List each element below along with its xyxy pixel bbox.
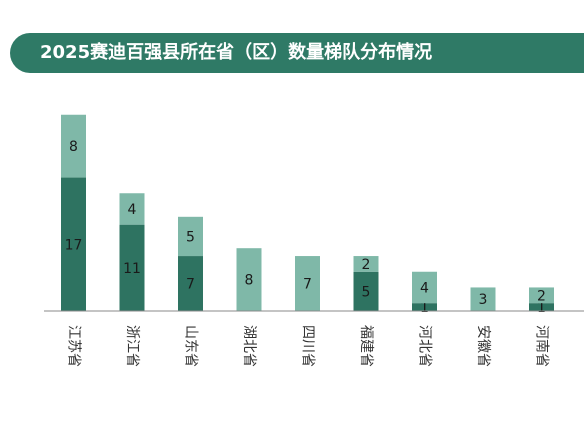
- category-label: 河南省: [534, 325, 550, 367]
- bar-segment: [119, 224, 145, 311]
- bar-segment: [529, 303, 554, 311]
- chart-title: 2025赛迪百强县所在省（区）数量梯队分布情况: [40, 42, 433, 63]
- title-banner: 2025赛迪百强县所在省（区）数量梯队分布情况: [10, 33, 584, 73]
- data-label: 3: [479, 292, 488, 308]
- data-label: 5: [362, 284, 371, 300]
- category-label: 浙江省: [124, 325, 140, 367]
- category-label: 四川省: [300, 325, 316, 367]
- bar-segment: [470, 287, 496, 311]
- data-label: 8: [69, 139, 78, 155]
- data-label: 4: [128, 202, 137, 218]
- bar-segment: [178, 256, 203, 311]
- data-label: 17: [65, 237, 83, 253]
- data-label: 4: [420, 280, 429, 296]
- bar-segment: [236, 248, 262, 311]
- category-label: 安徽省: [475, 325, 491, 367]
- bar-segment: [412, 271, 437, 304]
- bar-segment: [529, 287, 554, 304]
- data-label: 2: [537, 288, 546, 304]
- bar-segment: [295, 256, 320, 311]
- category-label: 江苏省: [66, 325, 82, 367]
- data-label: 7: [186, 277, 195, 293]
- bar-segment: [353, 271, 379, 311]
- category-label: 河北省: [417, 325, 433, 367]
- category-label: 湖北省: [241, 325, 257, 367]
- data-label: 7: [303, 277, 312, 293]
- category-label: 福建省: [358, 325, 374, 367]
- data-label: 5: [186, 229, 195, 245]
- data-label: 1: [420, 300, 429, 316]
- bar-segment: [61, 177, 86, 311]
- bar-segment: [61, 114, 86, 178]
- data-label: 11: [123, 261, 141, 277]
- category-label: 山东省: [183, 325, 199, 367]
- data-label: 2: [362, 257, 371, 273]
- bar-segment: [178, 216, 203, 257]
- bar-segment: [353, 256, 379, 272]
- data-label: 8: [245, 273, 254, 289]
- data-label: 1: [537, 300, 546, 316]
- bar-segment: [119, 193, 145, 225]
- bar-segment: [412, 303, 437, 311]
